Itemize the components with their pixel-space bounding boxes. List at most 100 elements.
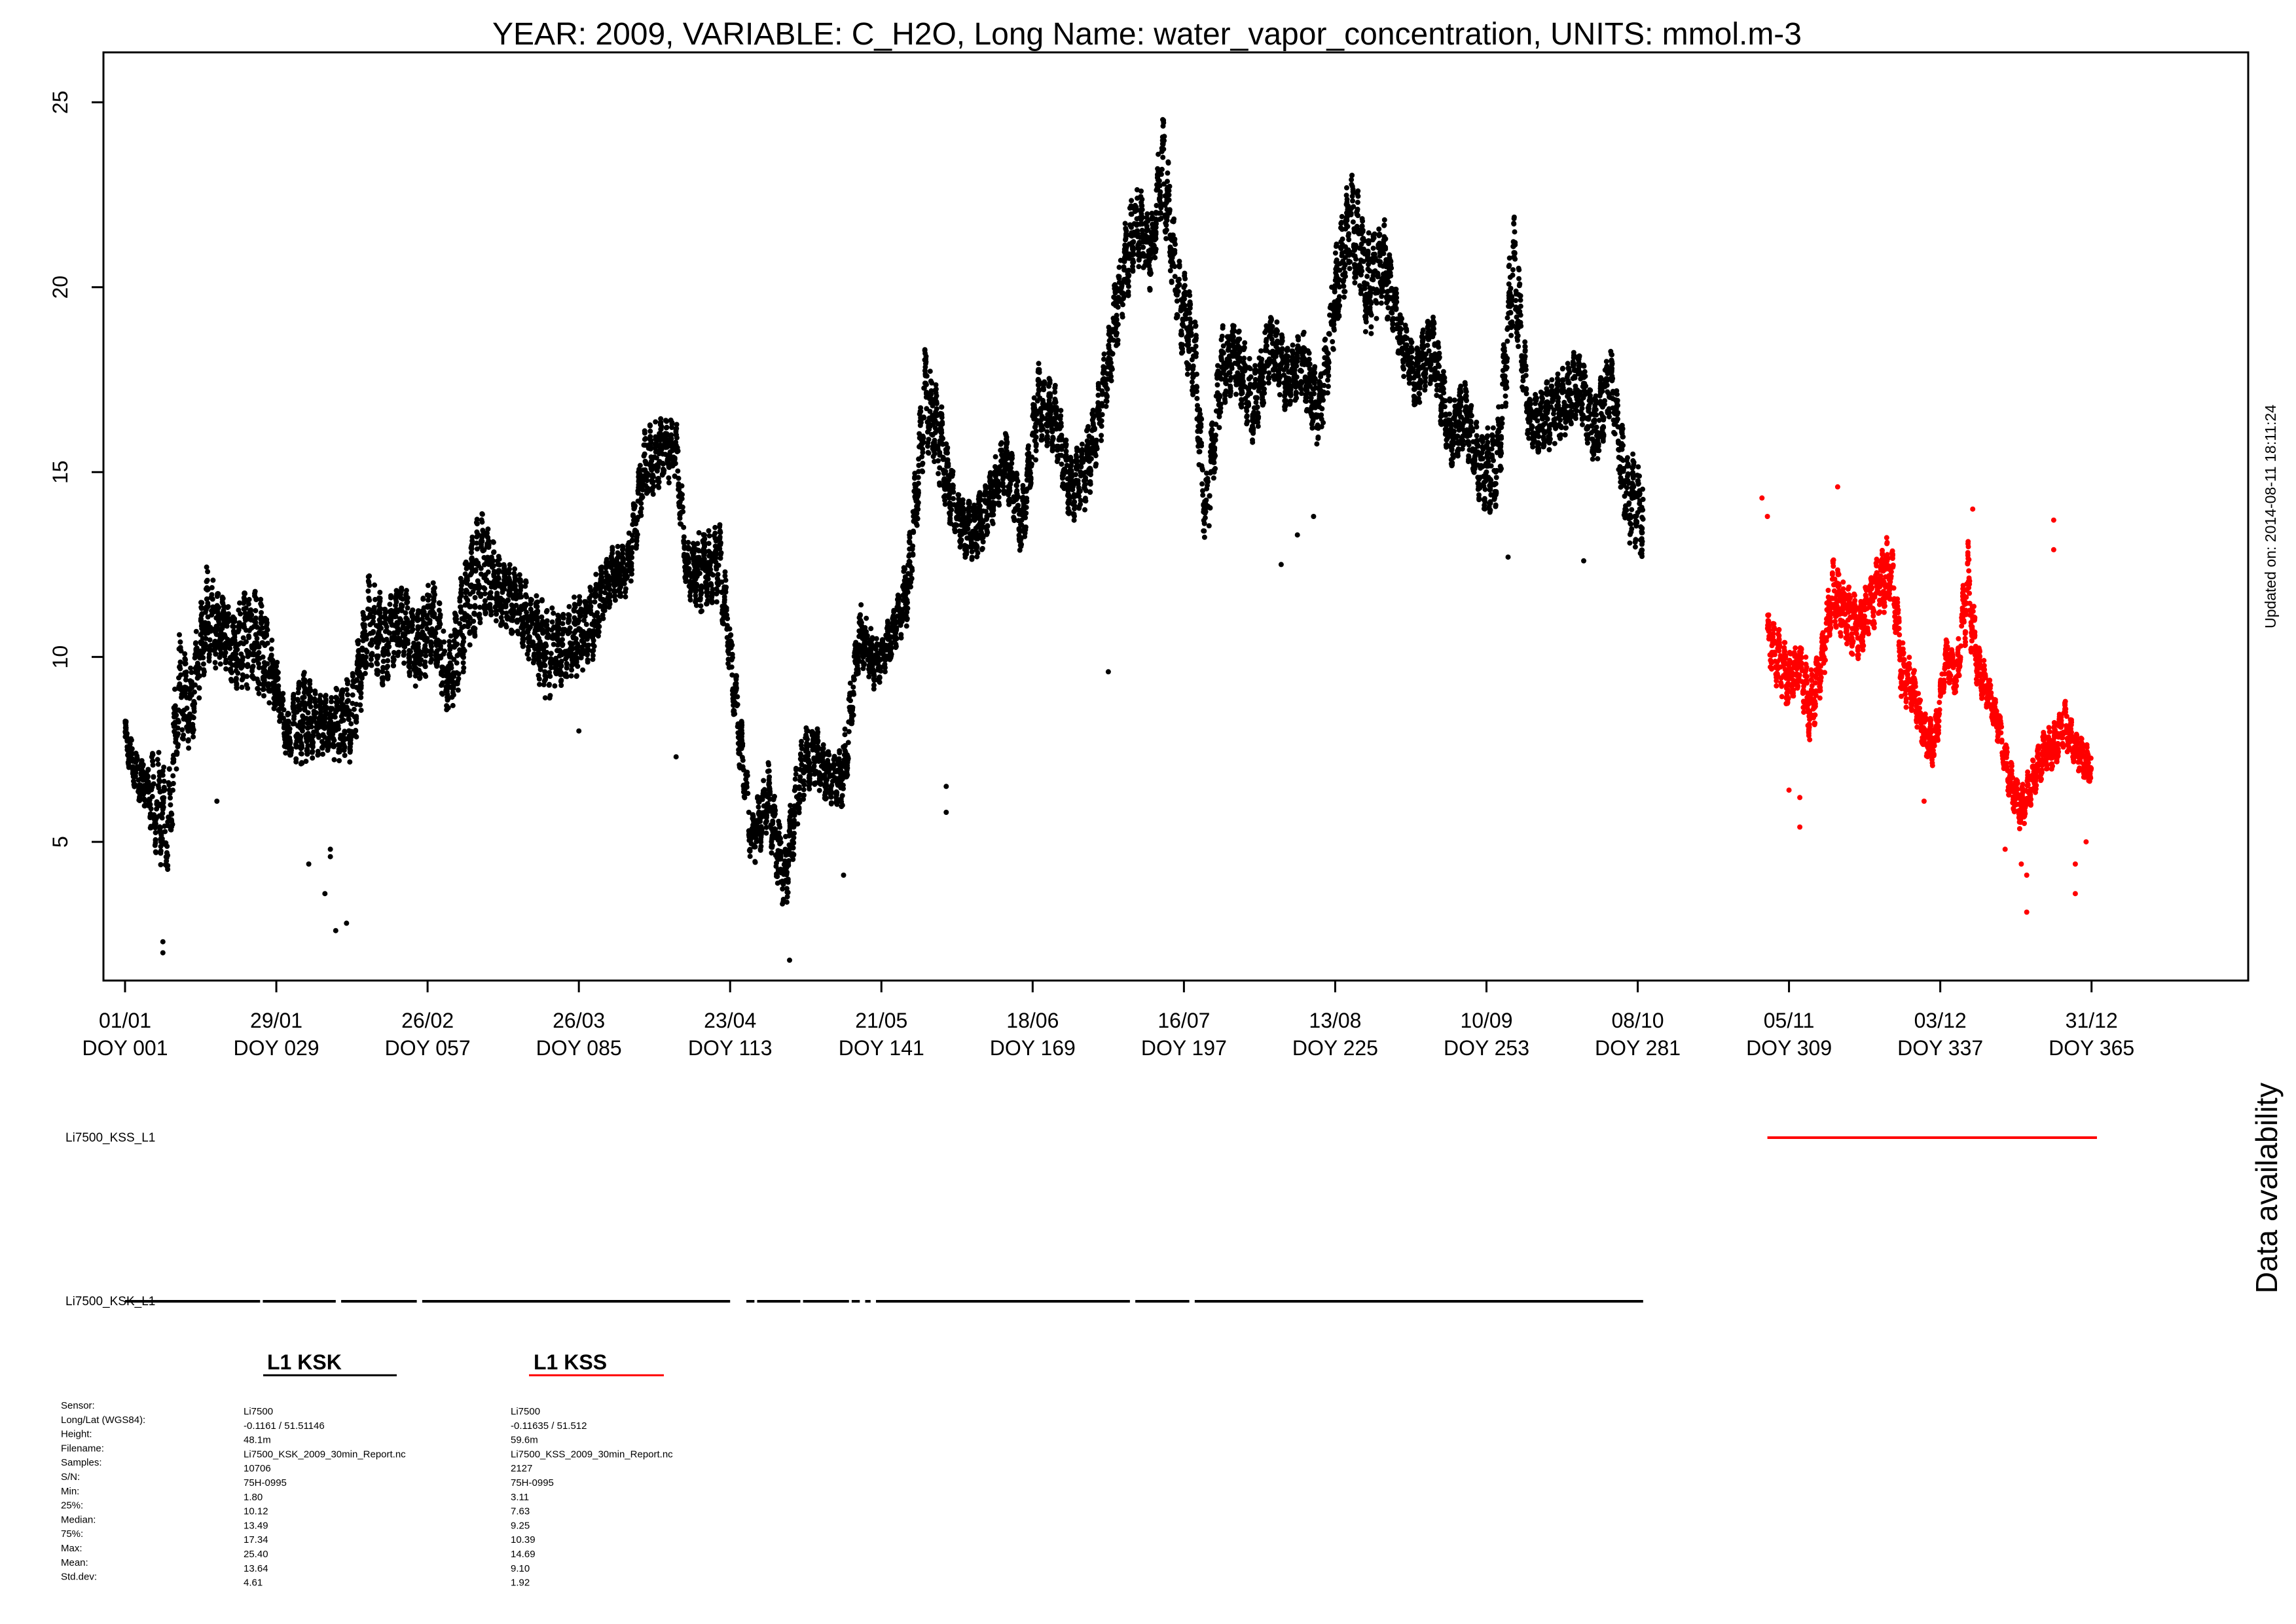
data-point xyxy=(693,597,699,602)
data-point xyxy=(815,752,821,758)
data-point xyxy=(792,784,798,790)
data-point xyxy=(702,568,708,573)
data-point xyxy=(562,674,568,679)
data-point xyxy=(659,446,665,452)
data-point xyxy=(128,736,134,742)
data-point xyxy=(227,660,233,666)
data-point xyxy=(126,765,132,770)
data-point xyxy=(698,584,704,590)
data-point xyxy=(827,791,833,796)
data-point xyxy=(374,668,380,674)
data-point xyxy=(636,469,642,475)
data-point xyxy=(420,596,426,602)
data-point xyxy=(558,683,564,688)
data-point xyxy=(310,742,316,748)
data-point xyxy=(351,706,357,712)
data-point xyxy=(132,784,137,789)
data-point xyxy=(244,674,250,679)
data-point xyxy=(204,596,210,602)
data-point xyxy=(822,784,828,789)
data-point xyxy=(673,442,679,448)
data-point xyxy=(470,589,476,595)
data-point xyxy=(458,609,464,615)
data-point xyxy=(509,630,515,636)
data-point xyxy=(350,673,355,679)
data-point xyxy=(680,492,685,497)
data-point xyxy=(560,615,566,621)
data-point xyxy=(213,640,219,646)
x-tick-doy: DOY 253 xyxy=(1444,1036,1529,1060)
data-point xyxy=(647,446,653,452)
data-point xyxy=(416,617,422,623)
data-point xyxy=(653,419,659,425)
data-point xyxy=(761,789,767,795)
data-point xyxy=(585,651,591,657)
data-point xyxy=(177,645,183,651)
data-point xyxy=(642,458,648,464)
data-point xyxy=(822,792,828,798)
data-point xyxy=(141,803,147,808)
data-point xyxy=(638,501,644,507)
data-point xyxy=(355,648,361,653)
data-point xyxy=(898,621,903,626)
data-point xyxy=(464,563,470,569)
data-point xyxy=(479,535,485,541)
data-point xyxy=(893,641,899,647)
data-point xyxy=(405,605,410,611)
data-point xyxy=(625,543,631,549)
data-point xyxy=(560,621,566,626)
data-point xyxy=(606,581,611,587)
data-point xyxy=(704,586,710,592)
data-point xyxy=(706,533,712,539)
data-point xyxy=(156,769,162,775)
data-point xyxy=(592,586,598,592)
x-tick-doy: DOY 337 xyxy=(1897,1036,1983,1060)
data-point xyxy=(308,704,314,710)
data-point xyxy=(895,605,901,611)
data-point xyxy=(658,426,664,432)
data-point xyxy=(740,743,746,749)
data-point xyxy=(377,633,383,639)
data-point xyxy=(495,562,501,568)
data-point xyxy=(161,787,167,793)
data-point xyxy=(612,597,618,603)
data-point xyxy=(134,755,140,761)
data-point xyxy=(431,630,437,636)
data-point xyxy=(576,601,582,607)
data-point xyxy=(623,589,629,595)
data-point xyxy=(811,780,817,786)
data-point xyxy=(455,687,461,693)
data-point xyxy=(254,624,260,630)
data-point xyxy=(253,607,259,613)
data-point xyxy=(264,617,270,623)
data-point xyxy=(558,661,564,666)
data-point xyxy=(255,679,261,685)
data-point xyxy=(179,727,185,732)
data-point xyxy=(313,703,319,709)
data-point xyxy=(526,656,532,662)
data-point xyxy=(441,628,446,634)
data-point xyxy=(507,566,512,572)
data-point xyxy=(598,584,604,589)
data-point xyxy=(213,651,219,657)
data-point xyxy=(241,600,247,606)
data-point xyxy=(664,418,670,424)
data-point xyxy=(212,660,218,666)
data-point xyxy=(185,724,191,730)
data-point xyxy=(141,785,147,791)
data-point xyxy=(791,840,797,846)
data-point xyxy=(476,590,482,596)
data-point xyxy=(192,682,198,688)
data-point xyxy=(424,592,430,598)
x-tick-date: 29/01 xyxy=(250,1009,302,1032)
data-point xyxy=(845,765,850,771)
data-point xyxy=(781,861,787,867)
data-point xyxy=(848,721,854,727)
data-point xyxy=(374,644,380,650)
data-point xyxy=(205,569,211,575)
data-point xyxy=(197,655,203,660)
data-point xyxy=(874,643,879,649)
data-point xyxy=(215,591,221,597)
data-point xyxy=(598,565,604,571)
data-point xyxy=(304,751,310,757)
